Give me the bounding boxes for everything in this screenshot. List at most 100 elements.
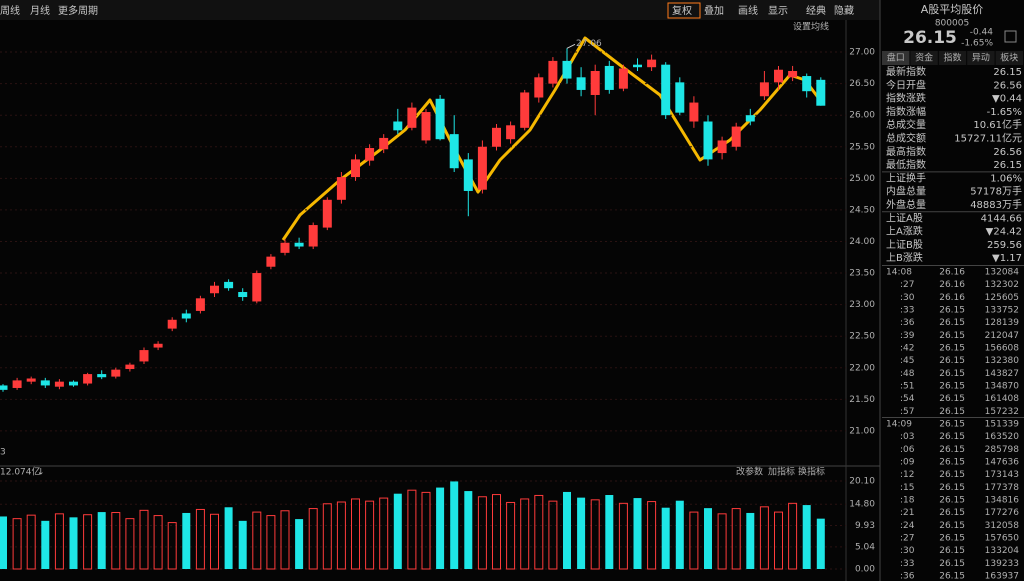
trade-price: 26.15 xyxy=(939,432,965,442)
toolbar-button[interactable]: 月线 xyxy=(30,4,50,17)
candle-body xyxy=(210,285,219,294)
quote-label: 指数涨跌 xyxy=(886,92,926,105)
y-tick-label: 21.00 xyxy=(849,426,875,436)
candle-body xyxy=(252,273,262,302)
candle-body xyxy=(379,137,389,150)
trade-volume: 157650 xyxy=(985,534,1020,544)
toolbar-button[interactable]: 更多周期 xyxy=(58,4,98,17)
trade-time: :09 xyxy=(900,458,915,468)
trade-volume: 177378 xyxy=(985,483,1020,493)
tab-bg[interactable] xyxy=(882,51,910,65)
tab[interactable]: 盘口 xyxy=(887,52,905,64)
trade-time: :57 xyxy=(900,407,914,417)
volume-bar xyxy=(520,498,530,570)
change-pct: -1.65% xyxy=(961,39,993,49)
quote-value: 57178万手 xyxy=(970,185,1022,198)
trade-volume: 161408 xyxy=(985,394,1020,404)
trade-volume: 133204 xyxy=(985,546,1020,556)
quote-value: 26.15 xyxy=(993,160,1022,171)
tab-bg[interactable] xyxy=(995,51,1023,65)
trade-price: 26.15 xyxy=(939,394,965,404)
add-button[interactable] xyxy=(1004,30,1017,43)
trade-price: 26.15 xyxy=(939,521,965,531)
trade-price: 26.15 xyxy=(939,483,965,493)
volume-bar xyxy=(351,498,360,570)
trade-time: 14:08 xyxy=(886,268,912,278)
volume-bar xyxy=(759,506,769,570)
trade-volume: 134870 xyxy=(985,382,1020,392)
trade-time: :36 xyxy=(900,318,915,328)
trade-price: 26.15 xyxy=(939,306,965,316)
trade-volume: 134816 xyxy=(985,496,1020,506)
tab-bg[interactable] xyxy=(910,51,938,65)
candle-body xyxy=(745,115,755,122)
candle-body xyxy=(774,69,783,83)
trade-volume: 157232 xyxy=(985,407,1019,417)
toolbar xyxy=(0,0,880,20)
candle-body xyxy=(506,125,516,140)
volume-bar xyxy=(336,501,346,570)
candle-body xyxy=(492,127,501,147)
toolbar-button[interactable]: 显示 xyxy=(768,5,788,17)
volume-bar xyxy=(436,487,445,569)
arrow: ↓ xyxy=(37,468,45,478)
quote-label: 最低指数 xyxy=(886,158,926,171)
toolbar-button[interactable]: 复权 xyxy=(672,4,692,17)
y-tick-label: 5.04 xyxy=(855,542,875,552)
indicator-button[interactable]: 加指标 xyxy=(768,466,795,478)
volume-bar xyxy=(210,513,219,570)
quote-label: 上证A股 xyxy=(886,212,923,224)
trade-price: 26.15 xyxy=(939,458,965,468)
trade-volume: 132380 xyxy=(985,356,1020,366)
tab[interactable]: 异动 xyxy=(972,53,990,64)
toolbar-button[interactable]: 画线 xyxy=(738,4,758,17)
toolbar-active xyxy=(667,2,701,19)
candle-body xyxy=(322,199,332,228)
trade-volume: 312058 xyxy=(985,521,1020,531)
quote-value: 1.06% xyxy=(990,173,1022,184)
toolbar-button[interactable]: 叠加 xyxy=(704,5,724,17)
trade-time: :39 xyxy=(900,331,915,341)
tab-bg[interactable] xyxy=(967,51,995,65)
volume-bar xyxy=(111,512,121,570)
quote-value: ▼1.17 xyxy=(992,253,1022,264)
volume-bar xyxy=(633,498,642,569)
candle-body xyxy=(181,313,191,319)
tab[interactable]: 板块 xyxy=(1000,52,1018,64)
candle-body xyxy=(111,369,121,377)
candle-body xyxy=(731,126,741,147)
toolbar-button[interactable]: 周线 xyxy=(0,4,20,17)
volume-bar xyxy=(421,491,431,570)
quote-label: 总成交量 xyxy=(886,118,926,131)
volume-bar xyxy=(746,512,755,569)
candle-body xyxy=(83,374,93,384)
candle-body xyxy=(125,364,135,370)
candle-body xyxy=(153,343,163,348)
trade-price: 26.15 xyxy=(939,369,965,379)
candle-body xyxy=(393,121,403,131)
tab[interactable]: 资金 xyxy=(915,52,933,64)
indicator-button[interactable]: 换指标 xyxy=(798,466,825,478)
y-tick-label: 25.00 xyxy=(849,174,875,184)
candle-body xyxy=(576,77,586,90)
trade-time: :27 xyxy=(900,534,914,544)
quote-value: -1.65% xyxy=(987,107,1022,118)
trade-time: :21 xyxy=(900,508,914,518)
indicator-button[interactable]: 改参数 xyxy=(736,466,763,478)
tab-bg[interactable] xyxy=(938,51,967,65)
trade-time: :45 xyxy=(900,356,914,366)
trade-volume: 125605 xyxy=(985,293,1019,303)
volume-bar xyxy=(26,514,36,570)
candle-body xyxy=(167,319,177,329)
quote-value: ▼0.44 xyxy=(992,94,1022,105)
setting-label[interactable]: 设置均线 xyxy=(793,21,829,33)
toolbar-button[interactable]: 经典 xyxy=(806,4,826,17)
quote-label: 上证B股 xyxy=(886,239,923,251)
volume-bar xyxy=(506,501,516,570)
trade-volume: 285798 xyxy=(985,445,1020,455)
tab[interactable]: 指数 xyxy=(943,52,961,64)
quote-value: 4144.66 xyxy=(981,213,1022,224)
trade-price: 26.15 xyxy=(939,331,965,341)
toolbar-button[interactable]: 隐藏 xyxy=(834,5,854,17)
